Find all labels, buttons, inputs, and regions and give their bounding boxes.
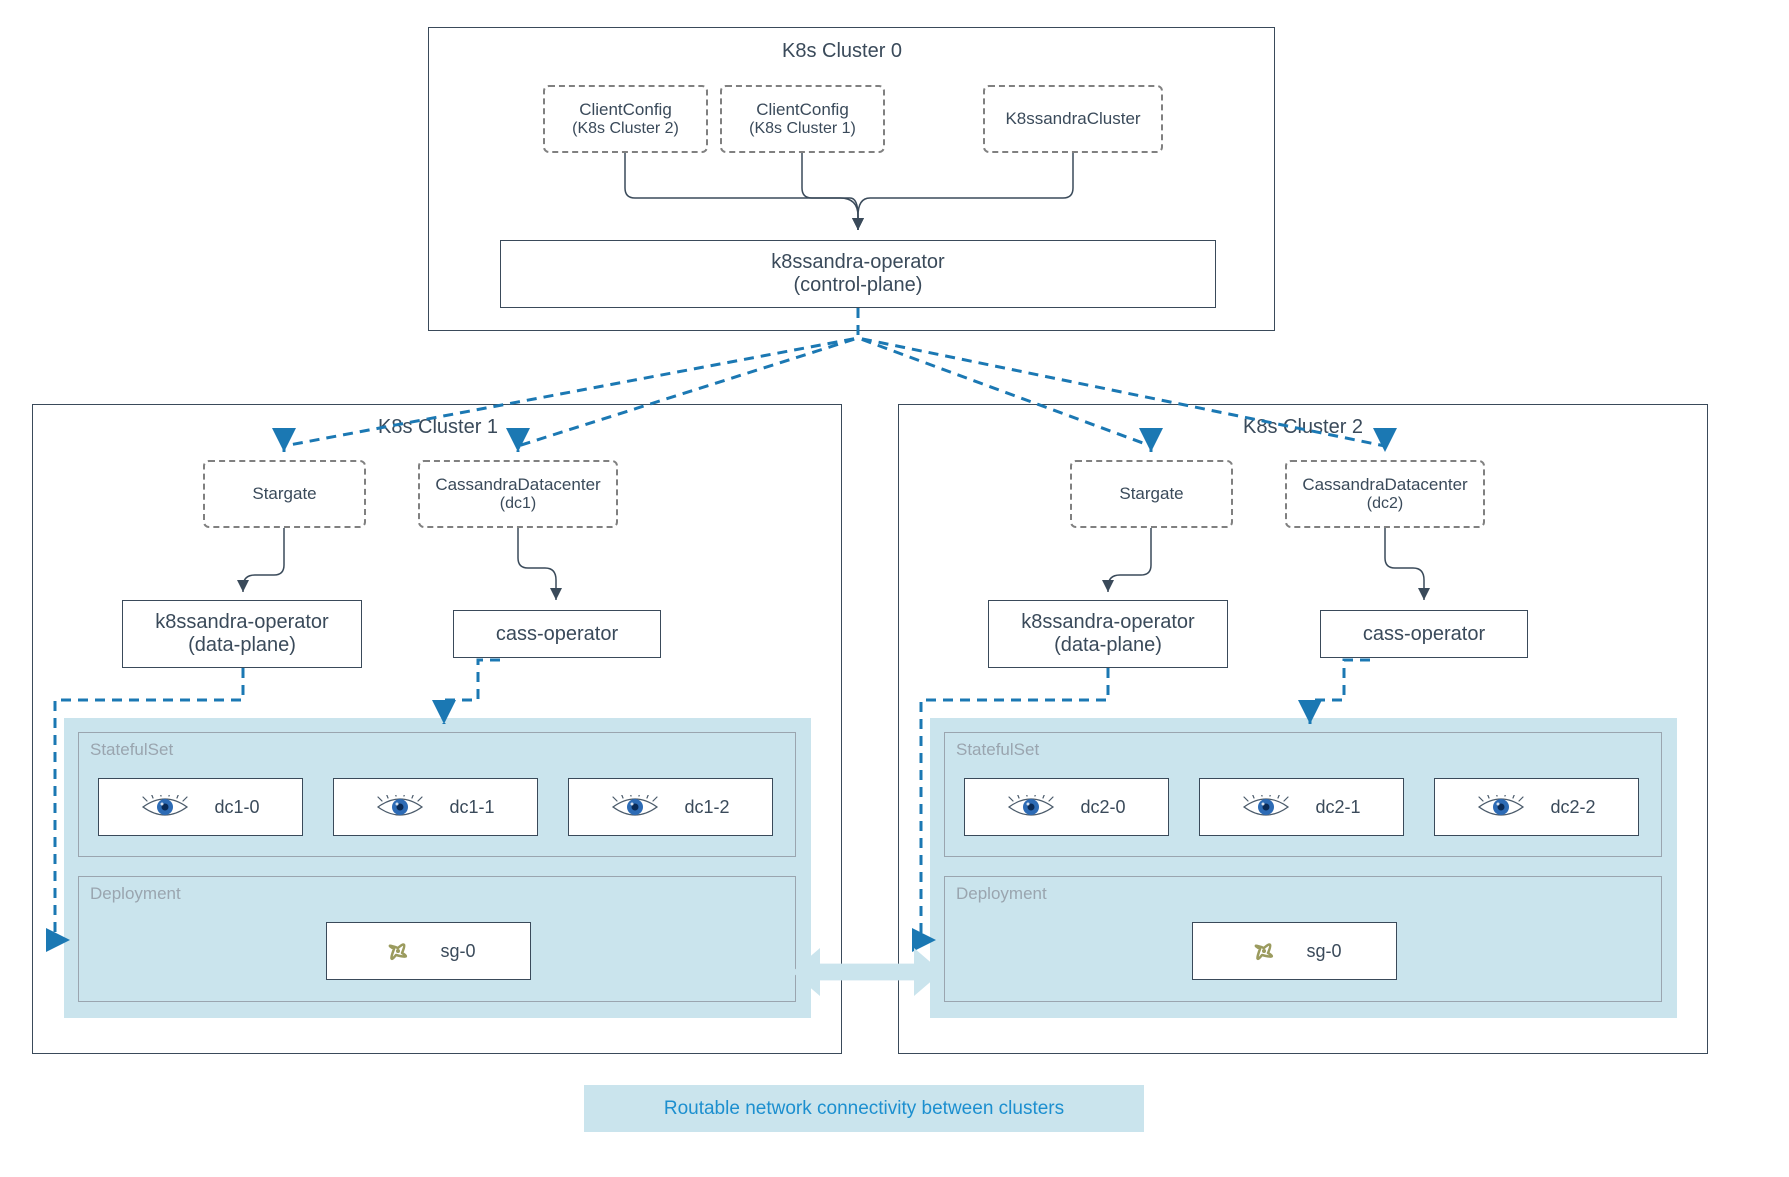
- pod-label: dc1-1: [449, 797, 494, 818]
- cluster2-stargate: Stargate: [1070, 460, 1233, 528]
- client-config-2: ClientConfig (K8s Cluster 2): [543, 85, 708, 153]
- cluster2-title: K8s Cluster 2: [1243, 416, 1363, 439]
- eye-icon: [1007, 795, 1055, 819]
- cluster1-cassdc: CassandraDatacenter (dc1): [418, 460, 618, 528]
- eye-icon: [611, 795, 659, 819]
- pod-label: sg-0: [440, 941, 475, 962]
- cluster1-cass-operator: cass-operator: [453, 610, 661, 658]
- c1-kop-l1: k8ssandra-operator: [155, 611, 328, 634]
- cluster2-pod-2: dc2-2: [1434, 778, 1639, 836]
- c1-stargate-l1: Stargate: [252, 484, 316, 504]
- client-config-1-l2: (K8s Cluster 1): [749, 120, 856, 138]
- k8ssandra-cluster-box: K8ssandraCluster: [983, 85, 1163, 153]
- eye-icon: [1477, 795, 1525, 819]
- cluster0-title: K8s Cluster 0: [782, 40, 902, 63]
- c2-stargate-l1: Stargate: [1119, 484, 1183, 504]
- cluster2-k8-operator: k8ssandra-operator (data-plane): [988, 600, 1228, 668]
- cluster2-cass-operator: cass-operator: [1320, 610, 1528, 658]
- cluster1-pod-1: dc1-1: [333, 778, 538, 836]
- client-config-1-l1: ClientConfig: [756, 100, 849, 120]
- cluster1-statefulset-title: StatefulSet: [90, 740, 173, 760]
- c2-cop-l1: cass-operator: [1363, 623, 1485, 646]
- pod-label: dc2-0: [1080, 797, 1125, 818]
- cluster1-pod-0: dc1-0: [98, 778, 303, 836]
- cluster2-statefulset-title: StatefulSet: [956, 740, 1039, 760]
- cluster1-pod-2: dc1-2: [568, 778, 773, 836]
- cluster2-deployment-title: Deployment: [956, 884, 1047, 904]
- cluster2-cassdc: CassandraDatacenter (dc2): [1285, 460, 1485, 528]
- pod-label: dc1-2: [684, 797, 729, 818]
- stargate-icon: [1247, 934, 1281, 968]
- pod-label: dc2-2: [1550, 797, 1595, 818]
- k8ssandra-operator-control: k8ssandra-operator (control-plane): [500, 240, 1216, 308]
- stargate-icon: [381, 934, 415, 968]
- client-config-2-l2: (K8s Cluster 2): [572, 120, 679, 138]
- pod-label: dc1-0: [214, 797, 259, 818]
- cluster2-sg-pod: sg-0: [1192, 922, 1397, 980]
- c2-cassdc-l1: CassandraDatacenter: [1302, 475, 1467, 495]
- c2-kop-l2: (data-plane): [1054, 634, 1162, 657]
- c1-cop-l1: cass-operator: [496, 623, 618, 646]
- c2-kop-l1: k8ssandra-operator: [1021, 611, 1194, 634]
- k8ssandra-cluster-label: K8ssandraCluster: [1005, 109, 1140, 129]
- cluster1-sg-pod: sg-0: [326, 922, 531, 980]
- client-config-2-l1: ClientConfig: [579, 100, 672, 120]
- cluster1-deployment-title: Deployment: [90, 884, 181, 904]
- pod-label: dc2-1: [1315, 797, 1360, 818]
- c1-cassdc-l2: (dc1): [500, 495, 536, 513]
- c1-kop-l2: (data-plane): [188, 634, 296, 657]
- pod-label: sg-0: [1306, 941, 1341, 962]
- c2-cassdc-l2: (dc2): [1367, 495, 1403, 513]
- footer-text: Routable network connectivity between cl…: [664, 1098, 1064, 1120]
- cluster2-pod-1: dc2-1: [1199, 778, 1404, 836]
- footer-connectivity: Routable network connectivity between cl…: [584, 1085, 1144, 1132]
- eye-icon: [141, 795, 189, 819]
- operator-l1: k8ssandra-operator: [771, 251, 944, 274]
- client-config-1: ClientConfig (K8s Cluster 1): [720, 85, 885, 153]
- cluster1-title: K8s Cluster 1: [378, 416, 498, 439]
- cluster1-stargate: Stargate: [203, 460, 366, 528]
- c1-cassdc-l1: CassandraDatacenter: [435, 475, 600, 495]
- eye-icon: [376, 795, 424, 819]
- operator-l2: (control-plane): [794, 274, 923, 297]
- cluster1-k8-operator: k8ssandra-operator (data-plane): [122, 600, 362, 668]
- eye-icon: [1242, 795, 1290, 819]
- cluster2-pod-0: dc2-0: [964, 778, 1169, 836]
